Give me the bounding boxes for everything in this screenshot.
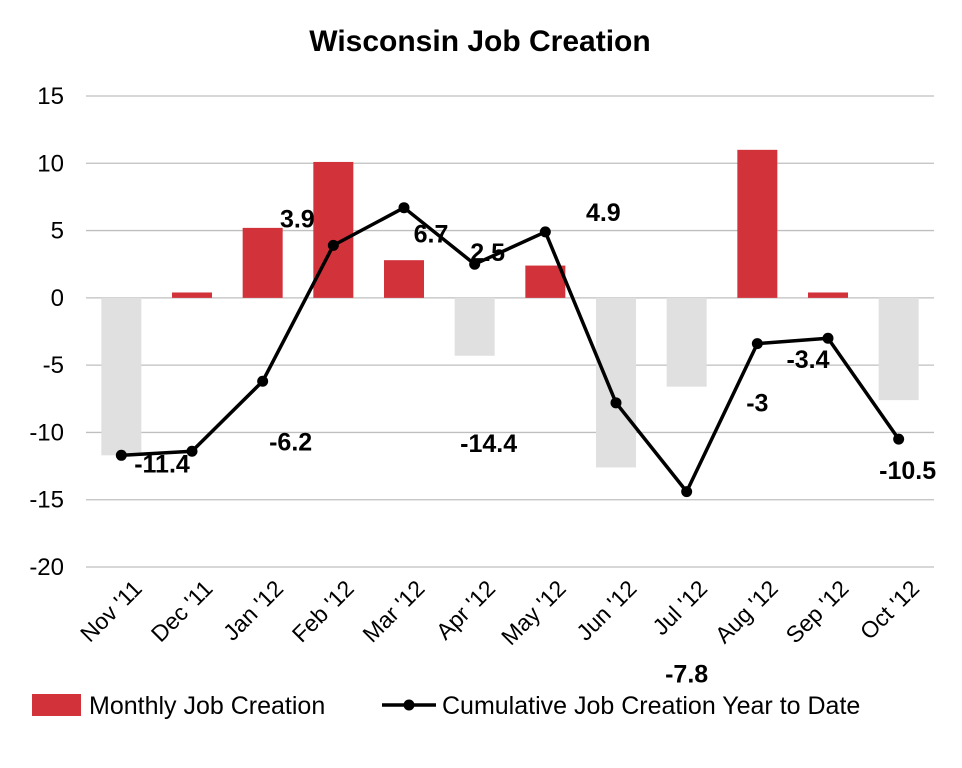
y-tick-label: 15: [37, 83, 64, 110]
x-tick-label: Apr '12: [431, 575, 500, 644]
x-tick-label: Mar '12: [357, 575, 429, 647]
cumulative-point: [893, 433, 905, 445]
cumulative-point: [115, 449, 127, 461]
data-label: 3.9: [280, 205, 315, 233]
x-tick-label: Aug '12: [710, 575, 783, 648]
data-label: -6.2: [269, 428, 312, 456]
data-label: 4.9: [586, 199, 621, 227]
legend-label-monthly: Monthly Job Creation: [89, 692, 325, 720]
legend-swatch-monthly: [32, 694, 81, 716]
cumulative-point: [822, 332, 834, 344]
data-label: 6.7: [414, 221, 449, 249]
bar-monthly-job-creation: [808, 292, 848, 298]
bar-monthly-job-creation: [525, 265, 566, 298]
y-tick-label: -5: [43, 352, 64, 379]
gridlines: [86, 95, 934, 568]
bar-monthly-job-creation: [101, 297, 142, 456]
bar-monthly-job-creation: [737, 149, 778, 298]
bar-monthly-job-creation: [384, 260, 424, 298]
cumulative-line: [121, 205, 901, 494]
y-tick-label: -10: [29, 419, 64, 446]
x-tick-label: Sep '12: [780, 575, 853, 648]
y-tick-label: -20: [29, 554, 64, 581]
data-label: -3: [746, 390, 768, 418]
cumulative-point: [186, 445, 198, 457]
line-series: [115, 202, 905, 498]
x-tick-label: Jul '12: [647, 575, 712, 640]
cumulative-point: [751, 338, 763, 350]
y-axis-ticks: 15 10 5 0 -5 -10 -15 -20: [29, 83, 64, 581]
x-tick-label: Dec '11: [146, 575, 218, 647]
bar-monthly-job-creation: [313, 161, 354, 298]
cumulative-point: [610, 397, 622, 409]
y-tick-label: 5: [51, 218, 64, 245]
data-label: -7.8: [665, 661, 708, 689]
data-label: -11.4: [134, 450, 190, 478]
data-label: -14.4: [460, 430, 517, 458]
cumulative-point: [681, 486, 693, 498]
bar-monthly-job-creation: [454, 297, 495, 356]
x-tick-label: May '12: [496, 575, 571, 650]
legend-swatch-cumulative-marker: [403, 699, 415, 711]
data-label: 2.5: [470, 239, 505, 267]
x-tick-label: Nov '11: [75, 575, 147, 647]
cumulative-point: [257, 375, 269, 387]
bar-monthly-job-creation: [172, 292, 212, 298]
y-tick-label: -15: [29, 487, 64, 514]
cumulative-point: [539, 226, 551, 238]
cumulative-point: [327, 239, 339, 251]
x-tick-label: Oct '12: [855, 575, 924, 644]
cumulative-point: [398, 202, 410, 214]
bar-monthly-job-creation: [666, 297, 707, 387]
legend: Monthly Job Creation Cumulative Job Crea…: [32, 692, 860, 720]
cumulative-point: [469, 258, 481, 270]
x-tick-label: Jun '12: [571, 575, 641, 645]
data-label: -10.5: [879, 457, 936, 485]
x-tick-label: Jan '12: [218, 575, 288, 645]
y-tick-label: 0: [51, 285, 64, 312]
bar-monthly-job-creation: [596, 297, 636, 468]
data-label: -3.4: [786, 346, 829, 374]
bar-monthly-job-creation: [242, 227, 283, 298]
bar-monthly-job-creation: [878, 297, 919, 401]
chart-title: Wisconsin Job Creation: [309, 25, 650, 58]
data-labels: -11.4 -6.2 3.9 6.7 2.5 4.9 -14.4 -7.8 -3 -3.4 -10.…: [134, 199, 936, 689]
legend-label-cumulative: Cumulative Job Creation Year to Date: [442, 692, 860, 720]
bar-series: [101, 149, 919, 468]
y-tick-label: 10: [37, 150, 64, 177]
x-tick-label: Feb '12: [287, 575, 359, 647]
